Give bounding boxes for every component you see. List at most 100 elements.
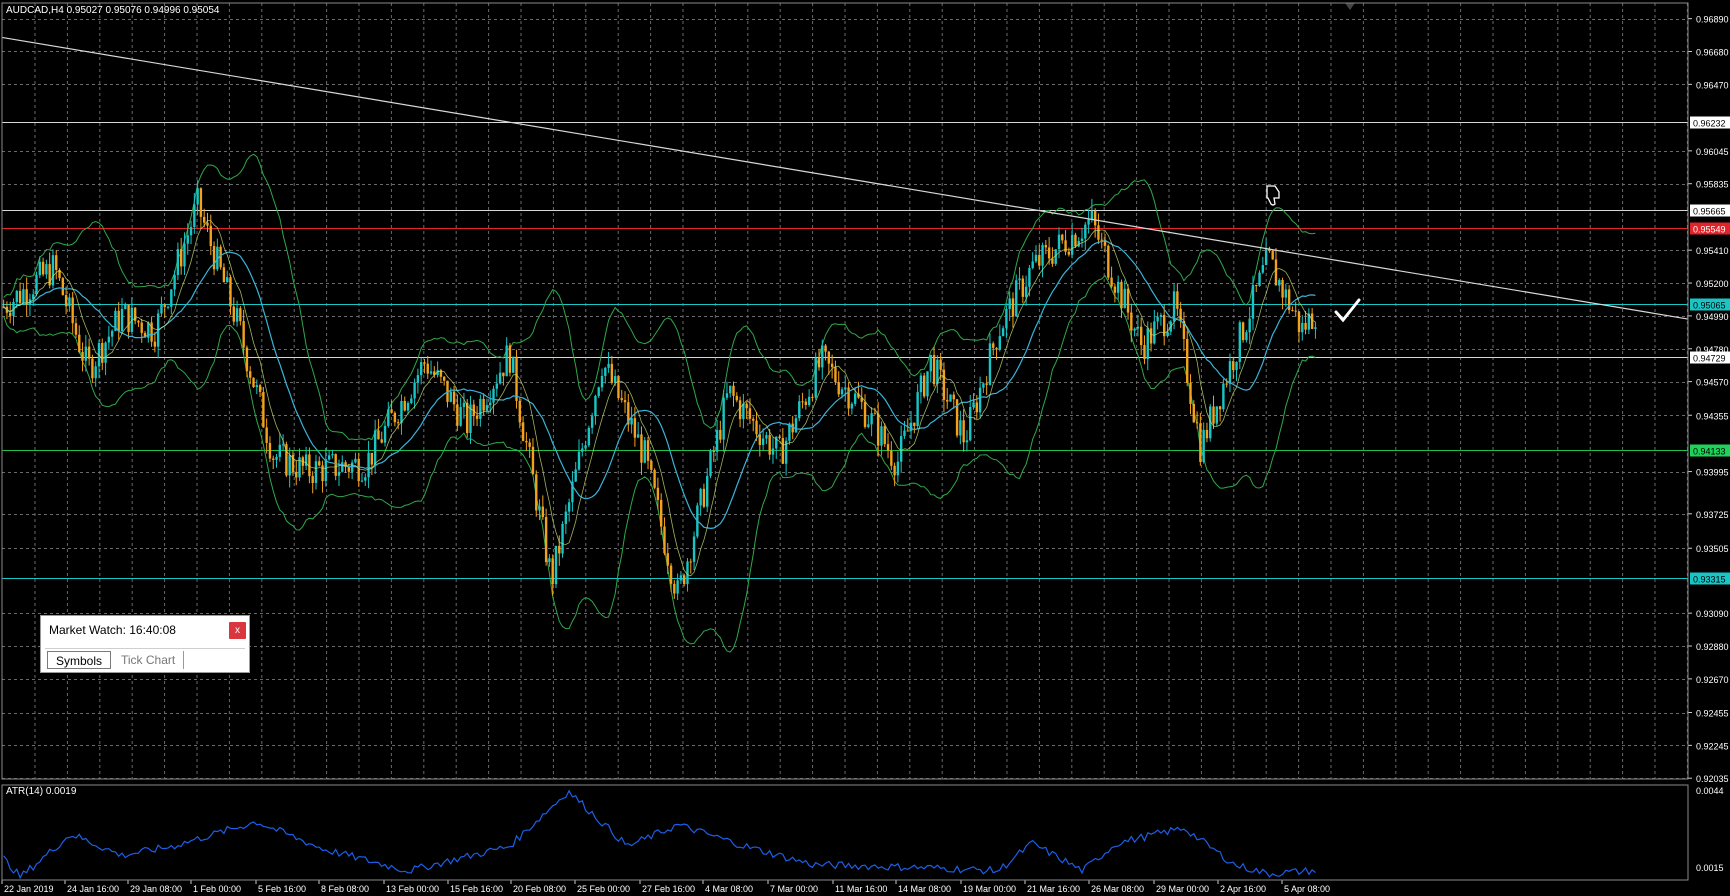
candle-body (360, 480, 364, 482)
candle-body (936, 359, 939, 385)
candle-body (1047, 247, 1051, 259)
level-label: 0.95665 (1693, 207, 1726, 217)
trend-line[interactable] (1, 36, 1689, 320)
price-tick-label: 0.94355 (1696, 411, 1729, 421)
checkmark-icon[interactable] (1334, 298, 1361, 323)
candle-body (341, 462, 344, 472)
time-tick-label: 1 Feb 00:00 (193, 884, 241, 894)
time-scale[interactable]: 22 Jan 2019 24 Jan 16:00 29 Jan 08:00 1 Feb… (1, 880, 1330, 894)
price-tick-label: 0.93090 (1696, 609, 1729, 619)
candle-body (715, 429, 719, 452)
candle-body (1261, 265, 1265, 273)
candle-body (1113, 286, 1117, 293)
tab-symbols[interactable]: Symbols (47, 651, 112, 669)
candle-body (623, 400, 627, 403)
price-tick-label: 0.94570 (1696, 378, 1729, 388)
candle-body (1271, 250, 1274, 260)
candle-body (479, 398, 482, 419)
candle-body (419, 362, 423, 376)
candle-body (179, 249, 183, 267)
candle-body (682, 575, 686, 585)
tab-tick-chart[interactable]: Tick Chart (113, 651, 185, 669)
candle-body (1278, 280, 1281, 286)
candle-body (962, 420, 965, 443)
candle-body (913, 422, 916, 427)
time-tick-label: 25 Feb 00:00 (577, 884, 630, 894)
candle-body (104, 342, 107, 363)
moving-average (3, 239, 1316, 530)
market-watch-panel[interactable]: Market Watch: 16:40:08 x Symbols Tick Ch… (40, 615, 250, 673)
candle-body (702, 488, 706, 507)
price-tick-label: 0.93725 (1696, 510, 1729, 520)
candle-body (880, 426, 883, 446)
candle-body (311, 476, 314, 483)
candle-body (558, 545, 561, 554)
price-scale[interactable]: 0.96890 0.96680 0.96470 0.96045 0.95835 0.954… (1688, 15, 1729, 785)
candle-body (959, 420, 962, 436)
candle-body (1307, 313, 1311, 330)
candle-body (531, 446, 535, 475)
candle-body (607, 363, 610, 368)
candle-body (1093, 211, 1097, 226)
candle-body (886, 444, 890, 451)
candle-body (308, 454, 311, 477)
candle-body (423, 362, 426, 364)
candle-body (183, 243, 186, 267)
candle-body (824, 345, 827, 352)
candle-body (561, 523, 564, 554)
level-label-box (1690, 444, 1730, 457)
market-watch-title: Market Watch: 16:40:08 (49, 623, 176, 637)
candle-body (482, 398, 485, 411)
candle-body (193, 204, 196, 227)
candle-body (202, 216, 206, 223)
candle-body (291, 454, 295, 472)
candle-body (673, 583, 676, 594)
candle-body (844, 387, 847, 390)
candle-body (45, 264, 48, 275)
candle-body (446, 380, 449, 402)
time-tick-label: 11 Mar 16:00 (835, 884, 887, 894)
candle-body (209, 225, 212, 247)
candle-body (636, 434, 640, 438)
candle-body (620, 398, 623, 401)
candle-body (965, 440, 969, 443)
candle-body (538, 506, 541, 511)
candle-body (1005, 308, 1008, 329)
candle-body (495, 383, 498, 389)
candle-body (252, 377, 255, 388)
candle-body (1028, 267, 1031, 287)
candle-body (1031, 261, 1034, 268)
candle-body (689, 561, 692, 563)
candle-body (166, 306, 170, 308)
candle-body (304, 454, 308, 466)
candle-body (1067, 251, 1071, 255)
time-tick-label: 2 Apr 16:00 (1220, 884, 1266, 894)
candle-body (288, 454, 291, 476)
candle-body (975, 402, 979, 413)
candle-body (1034, 254, 1038, 262)
candle-body (551, 558, 554, 585)
thumbs-down-icon[interactable] (1266, 185, 1280, 206)
candle-body (738, 400, 742, 420)
candle-body (265, 427, 268, 443)
candle-body (485, 405, 489, 411)
candle-body (863, 401, 867, 427)
candle-body (735, 395, 739, 401)
candle-body (452, 391, 456, 405)
candle-body (133, 307, 137, 321)
candle-body (449, 391, 452, 402)
candle-body (752, 418, 755, 421)
candle-body (350, 462, 354, 472)
candle-body (1064, 240, 1067, 252)
close-button[interactable]: x (229, 622, 246, 639)
candle-body (571, 481, 574, 503)
candle-body (130, 307, 134, 332)
candle-body (15, 290, 18, 302)
candle-body (41, 261, 45, 275)
candle-body (988, 343, 992, 385)
candle-body (1041, 245, 1044, 266)
candle-body (1100, 239, 1103, 241)
candle-body (873, 413, 877, 415)
candle-body (640, 434, 643, 463)
